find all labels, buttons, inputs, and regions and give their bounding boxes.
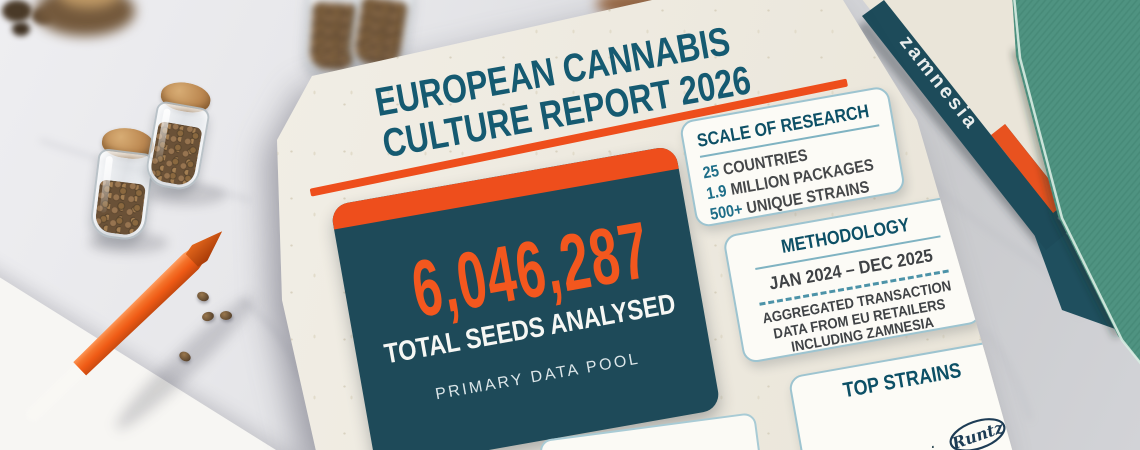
cannabis-seed (220, 311, 232, 320)
strains-row: A GORILLA GLUE (806, 387, 1015, 450)
methodology-box: METHODOLOGY JAN 2024 – DEC 2025 AGGREGAT… (722, 194, 984, 365)
runtz-logo: Runtz (949, 417, 1007, 450)
total-seeds-stat-card: 6,046,287 TOTAL SEEDS ANALYSED PRIMARY D… (329, 145, 722, 450)
strain-item: Runtz RUNTZ (941, 402, 1015, 450)
top-strains-box: TOP STRAINS A GORILLA GLUE (787, 338, 1015, 450)
blurred-seeds (2, 0, 32, 22)
strain-item: GORILLA GLUE (874, 399, 952, 450)
blurred-cork (58, 0, 120, 8)
report-content: EUROPEAN CANNABIS CULTURE REPORT 2026 6,… (309, 0, 1015, 450)
runtz-script-text: Runtz (949, 417, 1007, 450)
cannabis-leaf-icon (887, 402, 934, 450)
vial-shadow (146, 184, 226, 206)
blurred-seeds (12, 22, 30, 36)
cannabis-leaf-icon (827, 432, 872, 450)
